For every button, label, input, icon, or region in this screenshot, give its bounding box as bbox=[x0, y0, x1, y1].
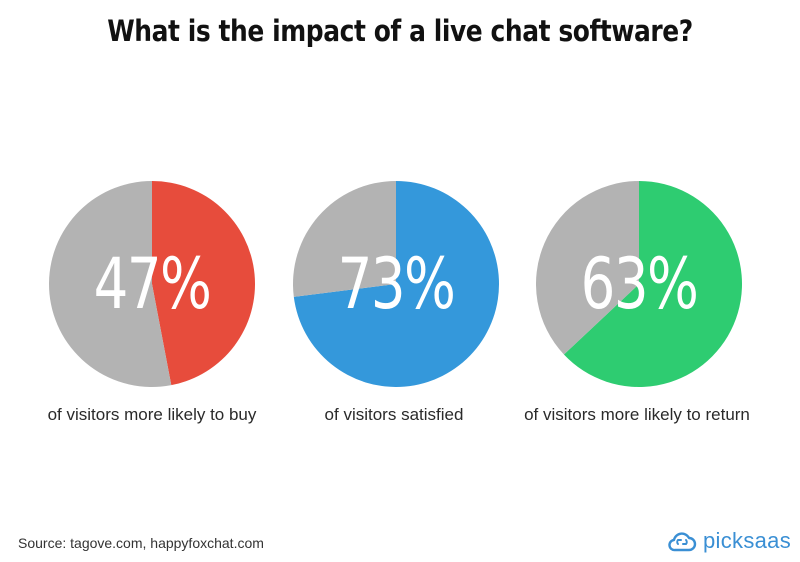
pie-svg bbox=[49, 181, 255, 387]
pie-caption-return: of visitors more likely to return bbox=[524, 405, 750, 424]
pie-caption-buy: of visitors more likely to buy bbox=[47, 405, 257, 424]
pie-slice-remainder bbox=[293, 181, 396, 297]
pie-slice-value bbox=[563, 181, 742, 387]
pie-slice-value bbox=[293, 181, 499, 387]
pie-percent-label: 73% bbox=[337, 243, 456, 325]
pie-slice-remainder bbox=[536, 181, 639, 355]
pie-slice-remainder bbox=[49, 181, 172, 387]
source-note: Source: tagove.com, happyfoxchat.com bbox=[18, 535, 264, 551]
cloud-link-icon bbox=[668, 532, 697, 552]
chart-title: What is the impact of a live chat softwa… bbox=[107, 14, 693, 48]
brand-name: picksaas bbox=[703, 528, 791, 553]
pie-svg bbox=[293, 181, 499, 387]
pie-percent-label: 63% bbox=[580, 243, 699, 325]
pie-percent-label: 47% bbox=[93, 243, 212, 325]
pie-svg bbox=[536, 181, 742, 387]
pie-caption-satisfied: of visitors satisfied bbox=[324, 405, 464, 424]
pie-chart-return: 63% bbox=[536, 181, 742, 387]
brand-logo[interactable]: picksaas bbox=[667, 526, 791, 556]
pie-chart-satisfied: 73% bbox=[293, 181, 499, 387]
pie-slice-value bbox=[152, 181, 255, 386]
pie-chart-buy: 47% bbox=[49, 181, 255, 387]
